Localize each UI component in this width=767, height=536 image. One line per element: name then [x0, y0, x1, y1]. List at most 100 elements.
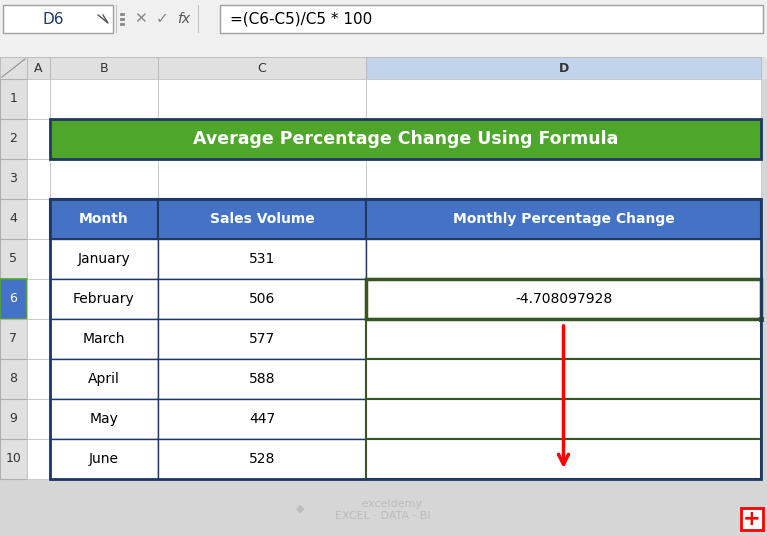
Text: ◆: ◆ [296, 504, 304, 514]
Text: February: February [73, 292, 135, 306]
Text: 6: 6 [9, 293, 18, 306]
Bar [366, 359, 761, 399]
Bar [158, 399, 366, 439]
Bar [158, 79, 366, 119]
Bar [158, 159, 366, 199]
Bar [0, 0, 767, 57]
Bar [50, 359, 158, 399]
Bar [158, 279, 366, 319]
Text: January: January [77, 252, 130, 266]
Bar [366, 199, 761, 239]
Bar [158, 319, 366, 359]
Text: C: C [258, 62, 266, 75]
Bar [50, 199, 158, 239]
Bar [50, 159, 158, 199]
Text: 5: 5 [9, 252, 18, 265]
Bar [158, 399, 366, 439]
Text: 531: 531 [249, 252, 275, 266]
Bar [50, 399, 158, 439]
Bar [50, 439, 158, 479]
Text: 7: 7 [9, 332, 18, 346]
Bar [366, 319, 761, 359]
Bar [366, 439, 761, 479]
Text: June: June [89, 452, 119, 466]
Bar [366, 79, 761, 119]
Text: 528: 528 [249, 452, 275, 466]
Text: 10: 10 [5, 452, 21, 465]
Bar [50, 57, 158, 79]
Bar [366, 279, 761, 319]
Bar [158, 199, 366, 239]
Text: Sales Volume: Sales Volume [209, 212, 314, 226]
Bar [27, 199, 50, 239]
Text: 8: 8 [9, 373, 18, 385]
Bar [741, 508, 763, 530]
Text: 588: 588 [249, 372, 275, 386]
Bar [366, 159, 761, 199]
Bar [50, 439, 158, 479]
Bar [27, 279, 50, 319]
Bar [0, 359, 27, 399]
Bar [158, 119, 366, 159]
Text: Month: Month [79, 212, 129, 226]
Text: +: + [743, 509, 761, 529]
Text: exceldemy
EXCEL · DATA · BI: exceldemy EXCEL · DATA · BI [335, 499, 431, 521]
Bar [366, 399, 761, 439]
Text: 447: 447 [249, 412, 275, 426]
Bar [27, 79, 50, 119]
Bar [158, 439, 366, 479]
Bar [366, 239, 761, 279]
Bar [198, 5, 199, 33]
Bar [50, 279, 158, 319]
Text: 4: 4 [9, 212, 18, 226]
Bar [3, 5, 113, 33]
Bar [366, 279, 761, 319]
Bar [158, 359, 366, 399]
Bar [158, 279, 366, 319]
Text: D: D [558, 62, 568, 75]
Bar [366, 57, 761, 79]
Bar [366, 359, 761, 399]
Bar [27, 119, 50, 159]
Bar [158, 359, 366, 399]
Bar [759, 317, 764, 322]
Bar [0, 439, 27, 479]
Bar [0, 159, 27, 199]
Bar [220, 5, 763, 33]
Bar [0, 57, 767, 79]
Bar [50, 319, 158, 359]
Text: Average Percentage Change Using Formula: Average Percentage Change Using Formula [193, 130, 618, 148]
Bar [27, 159, 50, 199]
Text: ✓: ✓ [156, 11, 169, 26]
Bar [366, 199, 761, 239]
Bar [50, 239, 158, 279]
Bar [0, 199, 27, 239]
Bar [366, 439, 761, 479]
Bar [50, 199, 158, 239]
Bar [366, 319, 761, 359]
Bar [0, 319, 27, 359]
Bar [0, 399, 27, 439]
Bar [366, 399, 761, 439]
Text: March: March [83, 332, 125, 346]
Bar [158, 239, 366, 279]
Text: Monthly Percentage Change: Monthly Percentage Change [453, 212, 674, 226]
Text: B: B [100, 62, 108, 75]
Bar [50, 79, 158, 119]
Bar [27, 399, 50, 439]
Bar [50, 319, 158, 359]
Bar [50, 279, 158, 319]
Text: 9: 9 [9, 413, 18, 426]
Bar [27, 239, 50, 279]
Bar [0, 119, 27, 159]
Bar [158, 199, 366, 239]
Bar [50, 119, 158, 159]
Bar [50, 399, 158, 439]
Bar [50, 239, 158, 279]
Bar [366, 119, 761, 159]
Bar [0, 239, 27, 279]
Bar [50, 359, 158, 399]
Bar [0, 279, 27, 319]
Text: 506: 506 [249, 292, 275, 306]
Bar [158, 239, 366, 279]
